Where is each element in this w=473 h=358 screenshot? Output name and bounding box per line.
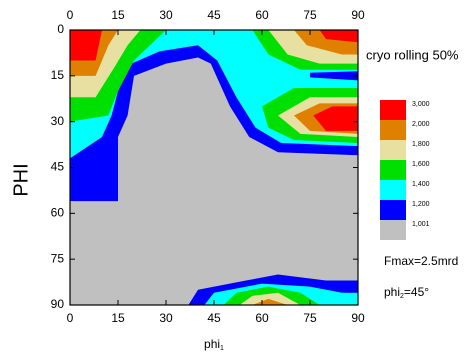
contour-region (319, 30, 358, 43)
annotation-rest: =45° (404, 285, 429, 299)
legend-swatch (380, 140, 406, 160)
contour-region (252, 298, 288, 305)
x-tick-label: 90 (351, 311, 365, 325)
legend-label: 1,400 (412, 181, 430, 188)
y-tick-label: 45 (51, 160, 65, 174)
contour-region (239, 292, 301, 305)
x-tick-label: 60 (255, 311, 269, 325)
contour-region (313, 106, 358, 131)
y-tick-label: 75 (51, 251, 65, 265)
annotation: phi2=45° (384, 285, 429, 300)
y-tick-label: 30 (51, 114, 65, 128)
x-tick-label-top: 75 (303, 8, 317, 22)
contour-region (70, 30, 102, 61)
y-tick-label: 15 (51, 68, 65, 82)
y-tick-label: 90 (51, 297, 65, 311)
legend-label: 1,600 (412, 161, 430, 168)
x-axis-label-sub: 1 (220, 345, 224, 352)
annotation: cryo rolling 50% (366, 47, 459, 62)
legend-label: 1,001 (412, 221, 430, 228)
x-axis-label: phi1 (204, 337, 224, 352)
legend-label: 3,000 (412, 101, 430, 108)
legend-label: 1,200 (412, 201, 430, 208)
legend-swatch (380, 220, 406, 240)
legend-swatch (380, 160, 406, 180)
x-tick-label: 0 (67, 311, 74, 325)
y-tick-label: 0 (57, 22, 64, 36)
legend-swatch (380, 120, 406, 140)
x-tick-label: 45 (207, 311, 221, 325)
x-tick-label-top: 30 (159, 8, 173, 22)
legend-label: 2,000 (412, 121, 430, 128)
annotation-text: phi (384, 285, 400, 299)
annotation-sub: 2 (400, 293, 404, 300)
legend-label: 1,800 (412, 141, 430, 148)
x-tick-label: 30 (159, 311, 173, 325)
y-axis-label: PHI (10, 163, 32, 196)
x-tick-label-top: 15 (111, 8, 125, 22)
legend-swatch (380, 180, 406, 200)
annotation: Fmax=2.5mrd (384, 254, 458, 268)
y-tick-label: 60 (51, 206, 65, 220)
x-tick-label-top: 90 (351, 8, 365, 22)
legend-swatch (380, 200, 406, 220)
x-tick-label-top: 60 (255, 8, 269, 22)
contour-region (310, 71, 358, 81)
x-tick-label-top: 0 (67, 8, 74, 22)
x-tick-label-top: 45 (207, 8, 221, 22)
x-axis-label-text: phi (204, 337, 220, 351)
x-tick-label: 75 (303, 311, 317, 325)
x-tick-label: 15 (111, 311, 125, 325)
legend-swatch (380, 100, 406, 120)
